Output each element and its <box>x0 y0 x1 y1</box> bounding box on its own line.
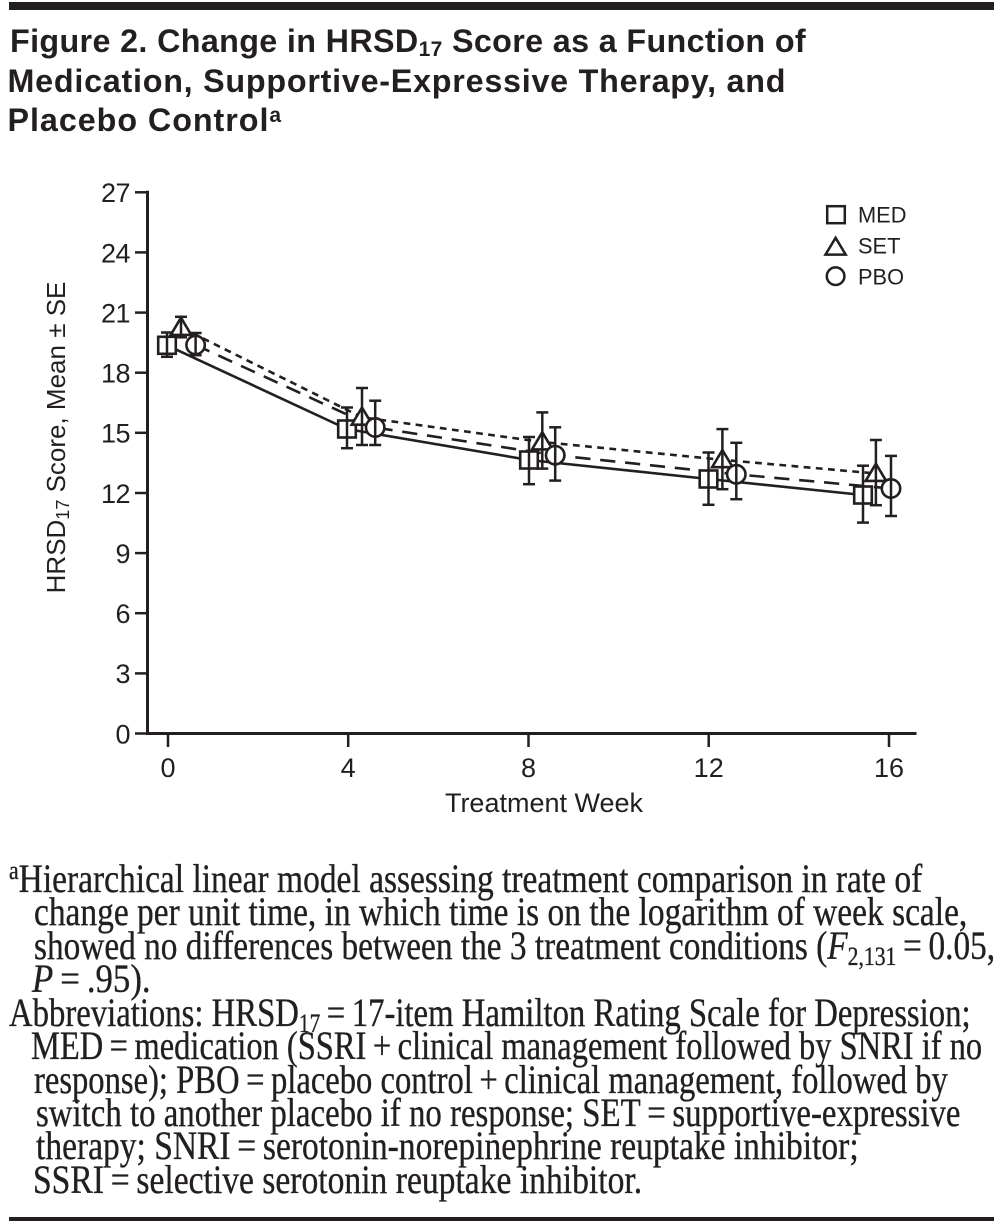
svg-text:27: 27 <box>101 178 130 208</box>
svg-text:12: 12 <box>694 753 724 783</box>
svg-text:15: 15 <box>101 419 130 449</box>
svg-text:6: 6 <box>115 599 130 629</box>
svg-text:Treatment Week: Treatment Week <box>445 788 644 818</box>
svg-text:4: 4 <box>341 753 356 783</box>
svg-text:24: 24 <box>101 238 131 268</box>
svg-text:0: 0 <box>115 719 130 749</box>
svg-text:PBO: PBO <box>858 265 904 290</box>
svg-text:18: 18 <box>101 359 130 389</box>
svg-text:8: 8 <box>521 753 536 783</box>
svg-text:12: 12 <box>101 479 130 509</box>
svg-text:16: 16 <box>874 753 904 783</box>
svg-text:HRSD17 Score, Mean ± SE: HRSD17 Score, Mean ± SE <box>41 282 73 594</box>
svg-text:MED: MED <box>858 202 906 227</box>
svg-text:9: 9 <box>115 539 130 569</box>
svg-text:SET: SET <box>858 234 900 259</box>
svg-text:0: 0 <box>160 753 175 783</box>
svg-text:3: 3 <box>115 659 130 689</box>
svg-text:21: 21 <box>101 298 130 328</box>
